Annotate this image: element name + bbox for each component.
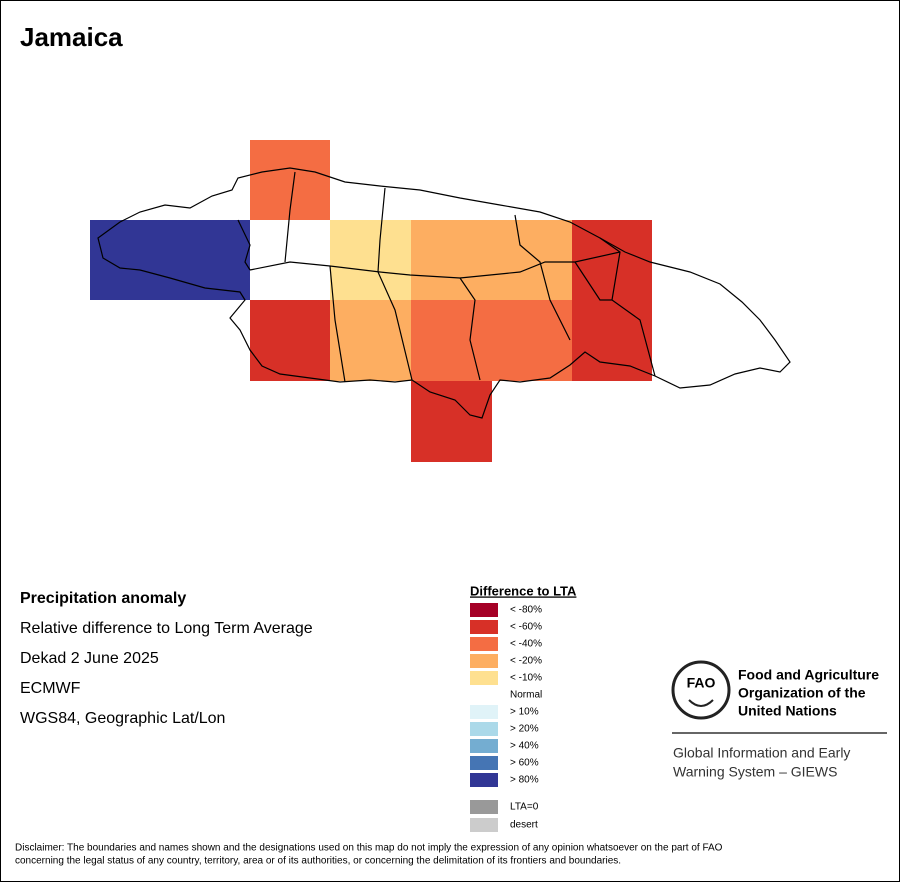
island-outline — [97, 167, 791, 419]
legend-label: Normal — [510, 690, 542, 701]
disclaimer-line: concerning the legal status of any count… — [15, 856, 621, 867]
cell — [411, 220, 572, 300]
legend-label: < -10% — [510, 673, 542, 684]
legend-label: < -20% — [510, 656, 542, 667]
org-name: Food and Agriculture — [738, 667, 879, 683]
info-line: WGS84, Geographic Lat/Lon — [20, 710, 225, 727]
legend-swatch — [470, 603, 498, 617]
emblem-text: FAO — [687, 675, 716, 691]
org-name: United Nations — [738, 703, 837, 719]
legend: < -80% < -60% < -40% < -20% < -10% Normal > 10… — [470, 603, 542, 832]
legend-label: > 40% — [510, 741, 539, 752]
legend-swatch — [470, 818, 498, 832]
legend-swatch — [470, 800, 498, 814]
legend-swatch — [470, 671, 498, 685]
legend-label: < -40% — [510, 639, 542, 650]
legend-swatch — [470, 705, 498, 719]
emblem-wheat — [688, 699, 714, 707]
cell — [250, 300, 330, 381]
info-line: ECMWF — [20, 680, 81, 697]
fao-logo: FAO — [671, 660, 887, 734]
logo-text: Food and Agriculture Organization of the U… — [673, 667, 879, 780]
legend-swatch — [470, 654, 498, 668]
legend-label: > 20% — [510, 724, 539, 735]
legend-swatch — [470, 756, 498, 770]
org-name: Organization of the — [738, 685, 866, 701]
cell — [330, 220, 411, 300]
info-lines: Relative difference to Long Term Average… — [20, 620, 313, 727]
legend-label: > 80% — [510, 775, 539, 786]
legend-label: > 60% — [510, 758, 539, 769]
system-name: Warning System – GIEWS — [673, 764, 837, 780]
cell — [411, 381, 492, 462]
map-title: Jamaica — [20, 22, 123, 52]
disclaimer: Disclaimer: The boundaries and names sho… — [15, 843, 723, 867]
system-name: Global Information and Early — [673, 745, 850, 761]
legend-swatch — [470, 773, 498, 787]
info-heading: Precipitation anomaly — [20, 590, 186, 607]
legend-label: < -60% — [510, 622, 542, 633]
legend-swatch — [470, 637, 498, 651]
coastline — [97, 167, 791, 419]
legend-label: > 10% — [510, 707, 539, 718]
emblem-ring — [671, 660, 731, 720]
info-line: Dekad 2 June 2025 — [20, 650, 159, 667]
legend-title: Difference to LTA — [470, 583, 577, 598]
legend-swatch — [470, 722, 498, 736]
legend-swatch — [470, 739, 498, 753]
legend-label: < -80% — [510, 605, 542, 616]
legend-label: desert — [510, 820, 538, 831]
cell — [330, 300, 411, 381]
legend-swatch — [470, 620, 498, 634]
info-line: Relative difference to Long Term Average — [20, 620, 313, 637]
disclaimer-line: Disclaimer: The boundaries and names sho… — [15, 843, 723, 854]
parish-boundaries — [237, 171, 656, 383]
legend-label: LTA=0 — [510, 802, 539, 813]
cell — [411, 300, 572, 381]
cell — [90, 220, 250, 300]
